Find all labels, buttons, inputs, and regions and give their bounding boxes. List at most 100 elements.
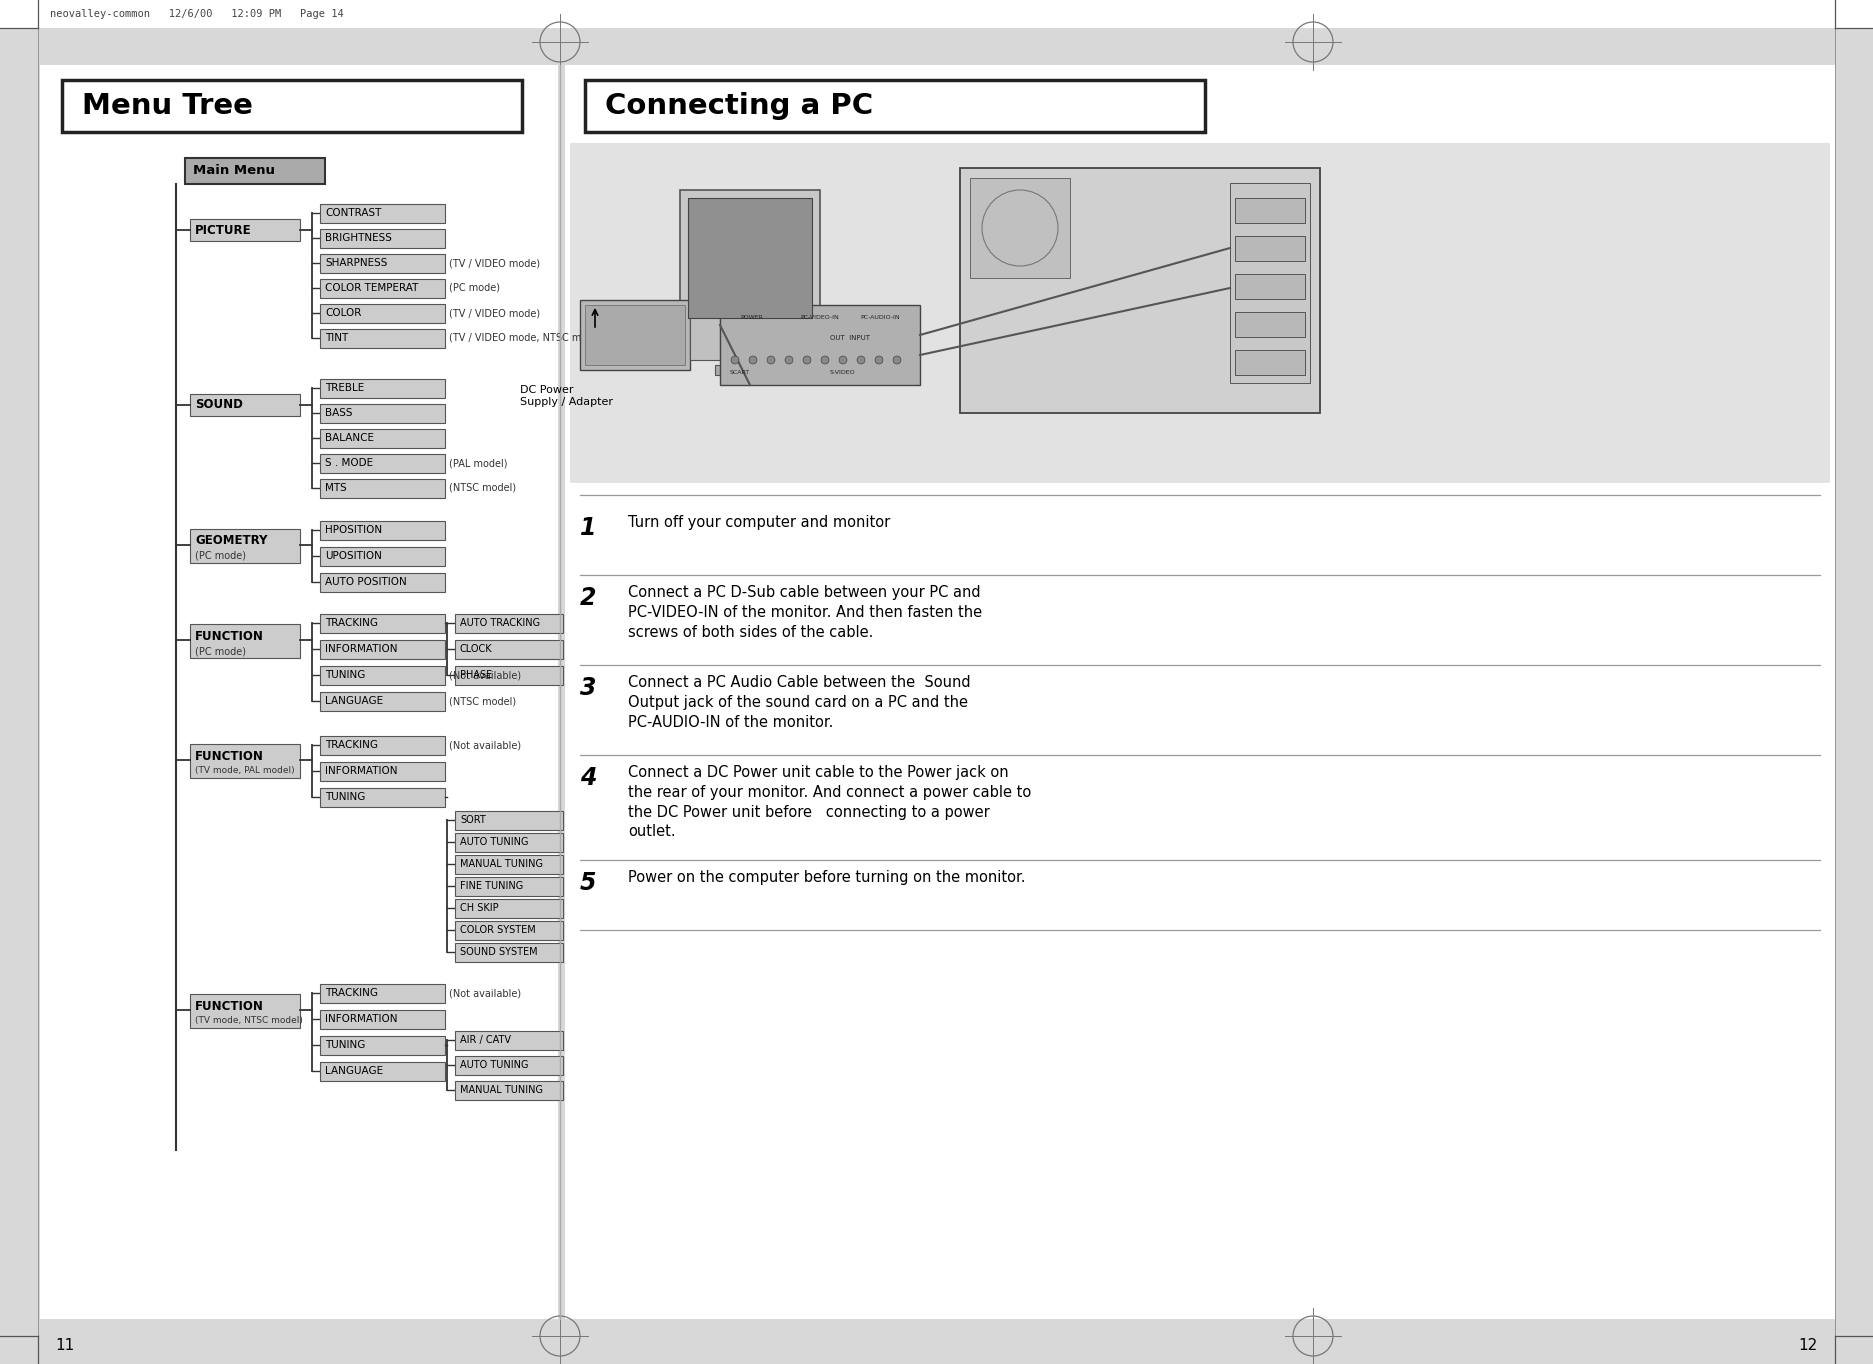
Bar	[320, 547, 446, 566]
Bar	[0, 0, 1873, 29]
Circle shape	[858, 356, 865, 364]
Bar	[320, 254, 446, 273]
Bar	[320, 280, 446, 297]
Text: INFORMATION: INFORMATION	[326, 644, 397, 653]
Text: TRACKING: TRACKING	[326, 988, 378, 998]
Bar	[320, 454, 446, 473]
Bar	[455, 921, 564, 940]
Bar	[39, 65, 558, 1319]
Text: 11: 11	[54, 1338, 75, 1353]
Circle shape	[785, 356, 792, 364]
Bar	[320, 983, 446, 1003]
Text: (Not available): (Not available)	[450, 670, 521, 681]
Bar	[455, 1056, 564, 1075]
Bar	[320, 788, 446, 807]
Text: INFORMATION: INFORMATION	[326, 767, 397, 776]
Text: INFORMATION: INFORMATION	[326, 1013, 397, 1024]
Text: UPOSITION: UPOSITION	[326, 551, 382, 561]
Bar	[185, 158, 326, 184]
Text: FUNCTION: FUNCTION	[195, 749, 264, 762]
Bar	[687, 198, 813, 318]
Text: FINE TUNING: FINE TUNING	[461, 881, 523, 891]
Text: AUTO TUNING: AUTO TUNING	[461, 1060, 528, 1069]
Bar	[689, 310, 719, 360]
Bar	[320, 666, 446, 685]
Bar	[970, 177, 1069, 278]
Text: OUT  INPUT: OUT INPUT	[830, 336, 869, 341]
Text: SOUND SYSTEM: SOUND SYSTEM	[461, 947, 538, 958]
Bar	[455, 1082, 564, 1099]
Bar	[320, 430, 446, 447]
Text: FUNCTION: FUNCTION	[195, 1000, 264, 1012]
Text: (TV / VIDEO mode, NTSC model): (TV / VIDEO mode, NTSC model)	[450, 333, 605, 342]
Text: 3: 3	[581, 677, 596, 700]
Text: COLOR SYSTEM: COLOR SYSTEM	[461, 925, 536, 934]
Bar	[320, 737, 446, 756]
Text: SORT: SORT	[461, 816, 485, 825]
Text: Connecting a PC: Connecting a PC	[605, 91, 873, 120]
Bar	[1231, 183, 1309, 383]
Bar	[320, 692, 446, 711]
Text: (PC mode): (PC mode)	[195, 647, 245, 656]
Bar	[734, 345, 764, 367]
Text: (Not available): (Not available)	[450, 741, 521, 750]
Text: FUNCTION: FUNCTION	[195, 630, 264, 642]
Bar	[715, 366, 785, 375]
Text: Power on the computer before turning on the monitor.: Power on the computer before turning on …	[627, 870, 1026, 885]
Text: Turn off your computer and monitor: Turn off your computer and monitor	[627, 516, 890, 531]
Text: SHARPNESS: SHARPNESS	[326, 258, 388, 267]
Text: (PAL model): (PAL model)	[450, 458, 508, 468]
Bar	[320, 1037, 446, 1054]
Text: 2: 2	[581, 587, 596, 610]
Text: LANGUAGE: LANGUAGE	[326, 696, 384, 707]
Text: S-VIDEO: S-VIDEO	[830, 371, 856, 375]
Bar	[189, 529, 300, 563]
Bar	[62, 80, 523, 132]
Text: CLOCK: CLOCK	[461, 644, 493, 653]
Text: (Not available): (Not available)	[450, 988, 521, 998]
Text: AUTO POSITION: AUTO POSITION	[326, 577, 406, 587]
Text: DC Power
Supply / Adapter: DC Power Supply / Adapter	[521, 385, 612, 406]
Bar	[189, 220, 300, 241]
Text: PHASE: PHASE	[461, 670, 493, 681]
Text: (PC mode): (PC mode)	[450, 282, 500, 293]
Circle shape	[820, 356, 830, 364]
Text: GEOMETRY: GEOMETRY	[195, 535, 268, 547]
Text: PC-VIDEO-IN: PC-VIDEO-IN	[800, 315, 839, 321]
Text: COLOR TEMPERAT: COLOR TEMPERAT	[326, 282, 418, 293]
Bar	[455, 640, 564, 659]
Text: TRACKING: TRACKING	[326, 741, 378, 750]
Text: AUTO TUNING: AUTO TUNING	[461, 837, 528, 847]
Bar	[566, 65, 1836, 1319]
Bar	[455, 855, 564, 874]
Text: TRACKING: TRACKING	[326, 618, 378, 627]
Text: (TV mode, PAL model): (TV mode, PAL model)	[195, 767, 294, 776]
Bar	[455, 812, 564, 831]
Text: Main Menu: Main Menu	[193, 165, 275, 177]
Bar	[320, 640, 446, 659]
Circle shape	[749, 356, 757, 364]
Text: AIR / CATV: AIR / CATV	[461, 1035, 511, 1045]
Bar	[455, 1031, 564, 1050]
Text: BALANCE: BALANCE	[326, 432, 375, 443]
Text: TUNING: TUNING	[326, 792, 365, 802]
Text: neovalley-common   12/6/00   12:09 PM   Page 14: neovalley-common 12/6/00 12:09 PM Page 1…	[51, 10, 345, 19]
Text: BRIGHTNESS: BRIGHTNESS	[326, 233, 391, 243]
Text: HPOSITION: HPOSITION	[326, 525, 382, 535]
Text: MANUAL TUNING: MANUAL TUNING	[461, 859, 543, 869]
Text: COLOR: COLOR	[326, 308, 361, 318]
Text: (TV mode, NTSC model): (TV mode, NTSC model)	[195, 1016, 303, 1026]
Text: CONTRAST: CONTRAST	[326, 207, 382, 218]
Text: TUNING: TUNING	[326, 1039, 365, 1050]
Bar	[320, 762, 446, 782]
Bar	[320, 614, 446, 633]
Text: LANGUAGE: LANGUAGE	[326, 1067, 384, 1076]
Bar	[320, 479, 446, 498]
Bar	[189, 743, 300, 777]
Text: (TV / VIDEO mode): (TV / VIDEO mode)	[450, 258, 539, 267]
Text: (NTSC model): (NTSC model)	[450, 696, 517, 707]
Bar	[584, 306, 686, 366]
Bar	[320, 404, 446, 423]
Bar	[320, 329, 446, 348]
Text: (PC mode): (PC mode)	[195, 551, 245, 561]
